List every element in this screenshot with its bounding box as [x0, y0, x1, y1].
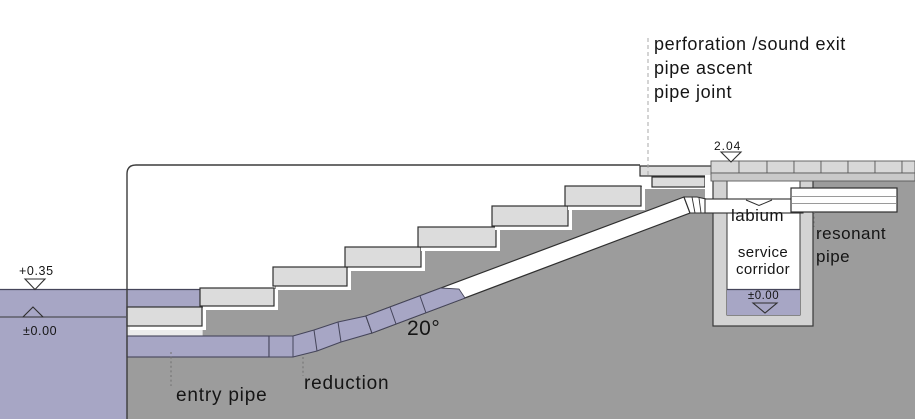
label-slope-angle: 20° — [407, 317, 441, 340]
label-entry-pipe: entry pipe — [176, 385, 268, 406]
callout-pipe-joint: pipe joint — [654, 82, 733, 102]
label-corridor: corridor — [735, 260, 791, 278]
callout-pipe-ascent: pipe ascent — [654, 58, 753, 78]
label-resonant: resonant — [816, 224, 887, 243]
level-triangle-water-upper-icon — [23, 278, 47, 291]
level-triangle-datum-shaft-icon — [751, 302, 779, 314]
label-labium: labium — [731, 206, 785, 225]
callout-perforation: perforation /sound exit — [654, 34, 846, 54]
datum-shaft-value: ±0.00 — [747, 290, 780, 302]
label-service-corridor: service corridor — [719, 244, 807, 278]
datum-left-value: ±0.00 — [23, 324, 58, 338]
water-upper-level-value: +0.35 — [19, 264, 54, 278]
label-service: service — [737, 244, 789, 261]
shaft-gap — [705, 175, 713, 213]
street-level-value: 2.04 — [714, 139, 742, 153]
staircase — [126, 165, 717, 337]
paving — [710, 160, 915, 182]
level-triangle-datum-left-icon — [21, 306, 45, 318]
label-resonant-pipe: resonant pipe — [816, 222, 886, 268]
water-body — [0, 288, 203, 419]
level-triangle-street-icon — [719, 151, 743, 163]
label-reduction: reduction — [304, 373, 390, 394]
label-pipe: pipe — [816, 247, 851, 266]
section-outline — [126, 164, 640, 419]
entry-pipe-shape — [126, 335, 270, 358]
resonant-pipe-shape — [790, 187, 898, 213]
